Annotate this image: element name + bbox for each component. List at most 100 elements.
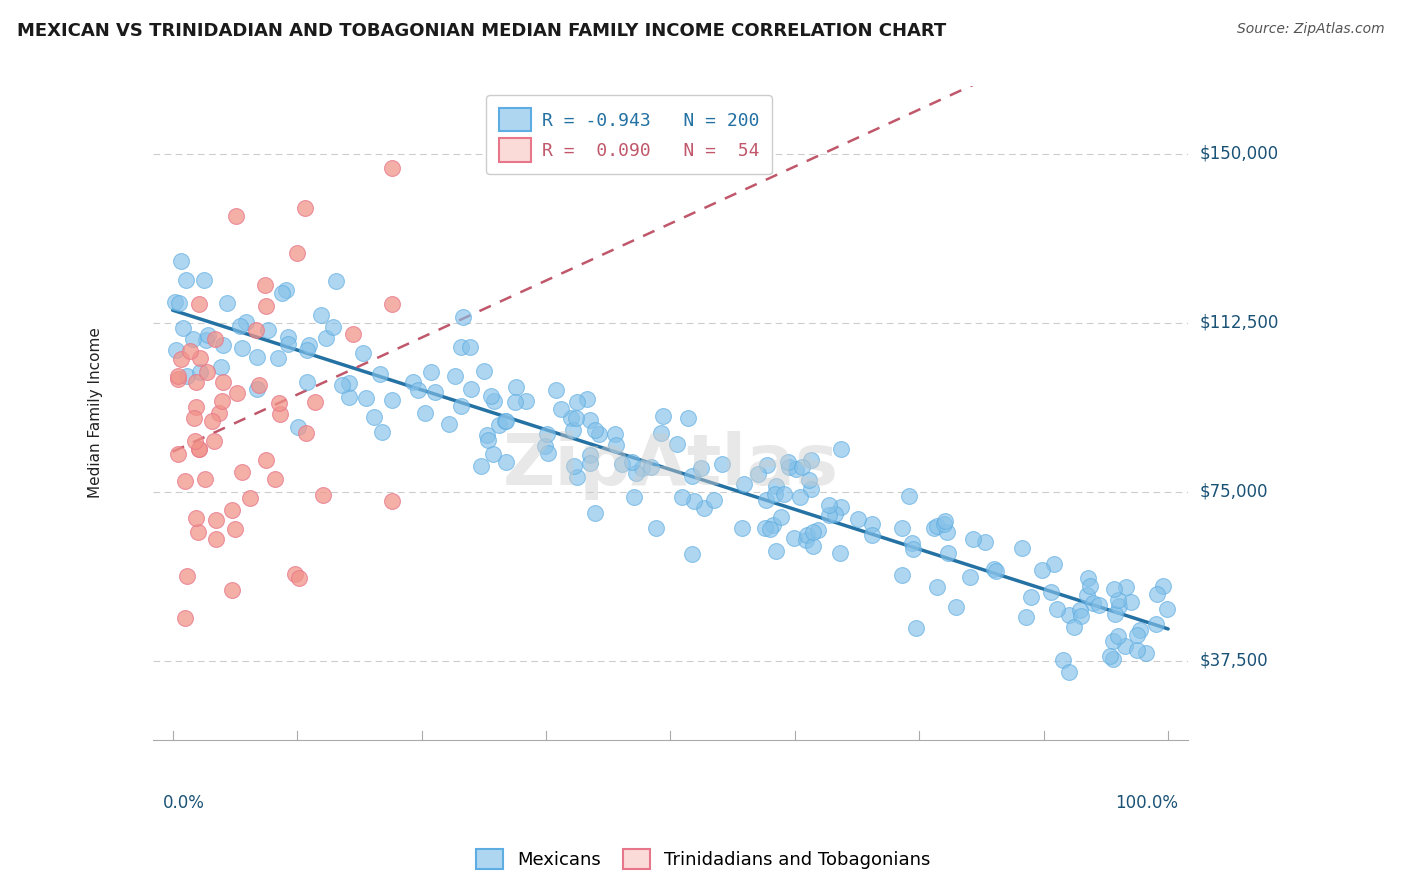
- Point: [800, 453, 823, 467]
- Point: [229, 318, 252, 333]
- Point: [437, 417, 460, 431]
- Point: [1126, 628, 1149, 642]
- Point: [188, 297, 211, 311]
- Point: [533, 439, 555, 453]
- Point: [1088, 598, 1111, 612]
- Point: [1081, 596, 1104, 610]
- Point: [494, 414, 516, 428]
- Point: [381, 161, 404, 175]
- Point: [681, 469, 703, 483]
- Point: [245, 351, 267, 365]
- Point: [778, 460, 800, 475]
- Point: [221, 503, 243, 517]
- Point: [368, 367, 391, 381]
- Point: [173, 611, 195, 625]
- Point: [315, 331, 337, 345]
- Point: [900, 536, 922, 550]
- Point: [1104, 582, 1126, 596]
- Point: [578, 457, 600, 471]
- Point: [676, 411, 699, 425]
- Point: [830, 500, 852, 515]
- Point: [270, 286, 292, 301]
- Point: [1104, 607, 1126, 622]
- Point: [1107, 629, 1129, 643]
- Point: [183, 411, 205, 425]
- Point: [406, 383, 429, 397]
- Point: [848, 511, 870, 525]
- Point: [797, 473, 820, 487]
- Point: [204, 332, 226, 346]
- Point: [671, 490, 693, 504]
- Legend: R = -0.943   N = 200, R =  0.090   N =  54: R = -0.943 N = 200, R = 0.090 N = 54: [486, 95, 772, 174]
- Text: ZipAtlas: ZipAtlas: [502, 431, 838, 500]
- Point: [565, 411, 588, 425]
- Point: [277, 329, 299, 343]
- Point: [423, 384, 446, 399]
- Point: [891, 567, 914, 582]
- Point: [231, 341, 253, 355]
- Point: [1019, 590, 1042, 604]
- Point: [763, 487, 786, 501]
- Point: [304, 395, 326, 409]
- Point: [623, 491, 645, 505]
- Text: Source: ZipAtlas.com: Source: ZipAtlas.com: [1237, 22, 1385, 37]
- Point: [381, 493, 404, 508]
- Point: [1052, 653, 1074, 667]
- Point: [560, 411, 582, 425]
- Point: [828, 545, 851, 559]
- Point: [211, 394, 233, 409]
- Point: [224, 523, 246, 537]
- Point: [583, 423, 606, 437]
- Point: [212, 338, 235, 352]
- Point: [297, 375, 319, 389]
- Point: [188, 442, 211, 457]
- Point: [711, 457, 734, 471]
- Point: [747, 467, 769, 481]
- Point: [650, 425, 672, 440]
- Point: [1031, 563, 1053, 577]
- Point: [482, 394, 505, 409]
- Point: [505, 380, 527, 394]
- Point: [562, 423, 585, 437]
- Point: [211, 375, 233, 389]
- Point: [264, 472, 287, 486]
- Point: [267, 351, 290, 365]
- Point: [665, 436, 688, 450]
- Point: [796, 527, 818, 541]
- Point: [1063, 620, 1085, 634]
- Point: [225, 386, 247, 401]
- Point: [624, 466, 647, 480]
- Point: [170, 352, 193, 367]
- Point: [603, 426, 626, 441]
- Point: [217, 296, 239, 310]
- Point: [1077, 572, 1099, 586]
- Point: [605, 438, 627, 452]
- Point: [356, 391, 378, 405]
- Point: [758, 522, 780, 536]
- Point: [166, 447, 188, 461]
- Point: [190, 365, 212, 379]
- Point: [1057, 665, 1080, 680]
- Point: [984, 565, 1007, 579]
- Text: 100.0%: 100.0%: [1115, 794, 1178, 812]
- Point: [339, 390, 361, 404]
- Point: [550, 402, 572, 417]
- Point: [1011, 541, 1033, 555]
- Point: [974, 534, 997, 549]
- Point: [583, 506, 606, 520]
- Point: [630, 460, 652, 475]
- Point: [381, 297, 404, 311]
- Point: [562, 458, 585, 473]
- Point: [188, 351, 211, 366]
- Point: [983, 562, 1005, 576]
- Point: [901, 541, 924, 556]
- Point: [295, 425, 318, 440]
- Point: [458, 340, 481, 354]
- Point: [588, 427, 610, 442]
- Point: [818, 508, 841, 522]
- Point: [927, 580, 949, 594]
- Point: [221, 582, 243, 597]
- Point: [803, 524, 825, 539]
- Point: [342, 326, 364, 341]
- Point: [245, 323, 267, 337]
